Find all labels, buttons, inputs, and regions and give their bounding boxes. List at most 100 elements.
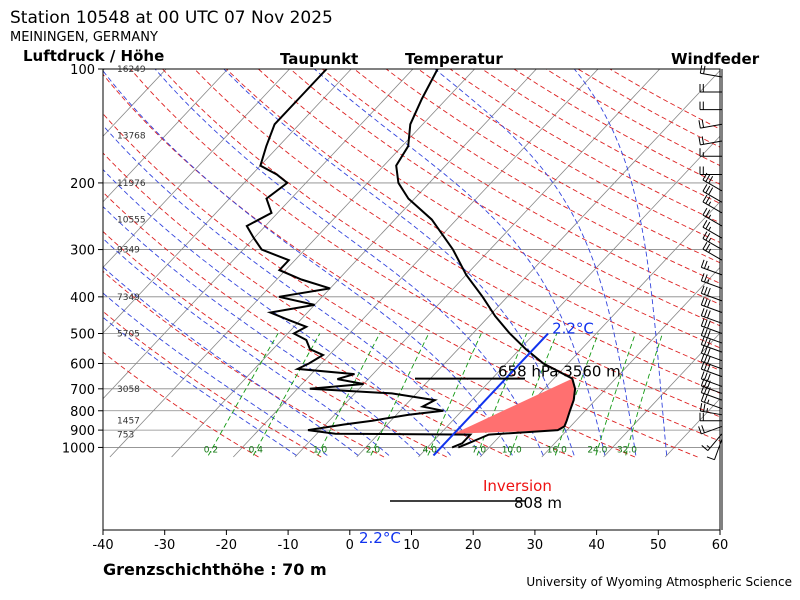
isotherm-line (541, 266, 720, 458)
wind-barb-flag (705, 233, 711, 241)
dry-adiabat-line (226, 69, 720, 371)
wind-barb-half-flag (708, 238, 712, 243)
moist-adiabat-line (103, 168, 452, 456)
isotherm-line (171, 69, 537, 458)
axes-layer: -40 -30 -20 -10 0 10 20 30 40 50 60 100 200 300 400 500… (62, 63, 728, 553)
boundary-layer-label: Grenzschichthöhe : 70 m (103, 560, 327, 579)
moist-adiabat-line (103, 266, 359, 456)
wind-barb-flag (701, 445, 709, 451)
wind-barb (699, 148, 722, 157)
wind-barb-flag (700, 327, 705, 336)
wind-barb-flag (707, 363, 711, 372)
moist-adiabat-line (103, 316, 297, 456)
isotherm-line (103, 69, 229, 203)
wind-barb-flag (707, 330, 711, 338)
wind-barb-flag (705, 243, 711, 252)
height-label: 16249 (117, 65, 146, 75)
wind-barb-flag (708, 187, 714, 195)
wind-barb-flag (700, 308, 705, 316)
dry-adiabat-line (103, 310, 322, 458)
wind-barb-flag (702, 184, 708, 192)
wind-barb (700, 259, 723, 276)
wind-barb (699, 412, 722, 422)
isotherm-line (603, 332, 720, 458)
wind-barb-flag (703, 274, 708, 283)
wind-barb (700, 308, 723, 324)
inversion-label: Inversion (483, 477, 552, 495)
mixing-ratio-label: 32.0 (617, 446, 637, 456)
height-label: 3058 (117, 385, 140, 395)
mixing-ratio-label: 24.0 (587, 446, 607, 456)
wind-barb (700, 345, 723, 362)
wind-barb-half-flag (707, 265, 710, 270)
wind-header: Windfeder (671, 50, 760, 68)
wind-barb-flag (703, 372, 708, 381)
isotherm-line (727, 69, 800, 457)
wind-barb-flag (698, 136, 701, 145)
wind-barb-flag (700, 259, 705, 268)
dry-adiabat-line (545, 69, 720, 167)
wind-barb-half-flag (708, 248, 712, 253)
wind-barb-flag (700, 353, 705, 362)
wind-barb-flag (707, 339, 711, 348)
wind-barb-flag (700, 285, 705, 294)
mixing-ratio-line (207, 333, 279, 456)
wind-barb (700, 378, 723, 394)
mixing-ratio-label: 10.0 (502, 446, 522, 456)
wind-barb-flag (698, 120, 701, 129)
height-label: 9349 (117, 246, 140, 256)
wind-barb-flag (703, 298, 708, 307)
mixing-ratio-label: 7.0 (472, 446, 487, 456)
mixing-ratio-line (625, 333, 663, 456)
chart-title: Station 10548 at 00 UTC 07 Nov 2025 (10, 8, 333, 28)
isotherm-line (103, 69, 290, 269)
dewpoint-header: Taupunkt (280, 50, 358, 68)
wind-barb-flag (699, 403, 703, 412)
wind-barb-staff (700, 140, 723, 146)
wind-barb-flag (705, 174, 711, 182)
wind-barb-flag (700, 345, 705, 354)
height-label: 10555 (117, 216, 146, 226)
wind-barb (700, 361, 723, 378)
x-tick-label: 60 (712, 538, 729, 553)
dry-adiabat-line (577, 69, 720, 148)
isotherm-line (294, 69, 661, 458)
mixing-ratio-label: 2.0 (366, 446, 381, 456)
wind-barb-flag (703, 329, 708, 337)
wind-barb (700, 336, 723, 353)
wind-barb (700, 353, 723, 370)
credit-label: University of Wyoming Atmospheric Scienc… (526, 575, 792, 589)
wind-barb-half-flag (706, 408, 709, 413)
x-tick-label: 10 (403, 538, 420, 553)
wind-barb-flag (703, 354, 708, 363)
wind-barb-half-flag (707, 399, 710, 404)
parcel-line (432, 332, 549, 457)
dry-adiabat-line (385, 69, 720, 264)
mixing-ratio-line (370, 333, 430, 456)
moist-adiabat-line (223, 69, 575, 456)
x-tick-label: 0 (346, 538, 354, 553)
dry-adiabat-line (194, 69, 720, 394)
wind-barb-flag (700, 371, 705, 380)
wind-barb-flag (707, 310, 711, 319)
mixing-ratio-line (595, 333, 636, 456)
wind-barb-flag (708, 176, 714, 184)
wind-barb-flag (706, 456, 715, 461)
wind-barb-staff (700, 410, 723, 416)
wind-barb-flag (701, 119, 705, 128)
wind-barb-flag (700, 393, 705, 402)
pressure-tick-label: 300 (70, 244, 95, 259)
wind-barb-half-flag (708, 201, 712, 206)
dry-adiabat-line (449, 69, 720, 224)
wind-barb (702, 231, 723, 250)
wind-barb (699, 101, 722, 111)
wind-barb-flag (705, 209, 711, 217)
wind-barb (699, 65, 723, 78)
isotherm-line (479, 201, 720, 458)
wind-barb-half-flag (708, 226, 712, 231)
wind-barb (699, 403, 723, 416)
mixing-ratio-label: 4.0 (423, 446, 438, 456)
wind-barb-flag (700, 297, 705, 306)
wind-barb-staff (714, 438, 723, 460)
